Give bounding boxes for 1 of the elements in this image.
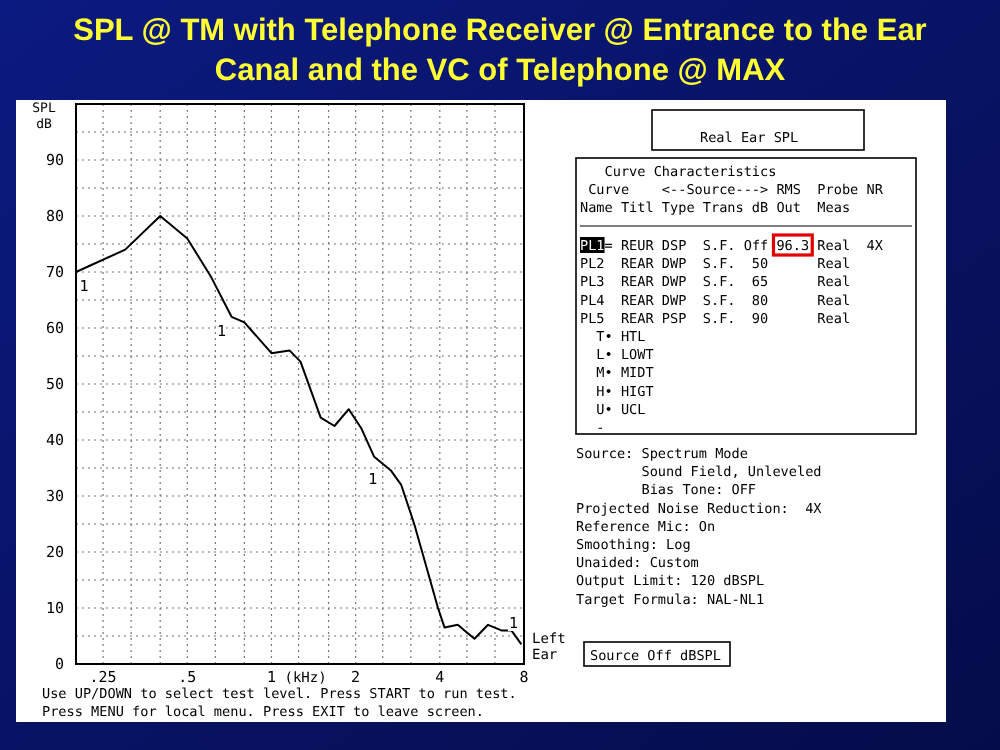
chart-title: SPL @ TM with Telephone Receiver @ Entrance to the Ear Canal and the VC of Telephone @ MAX [73, 14, 927, 88]
